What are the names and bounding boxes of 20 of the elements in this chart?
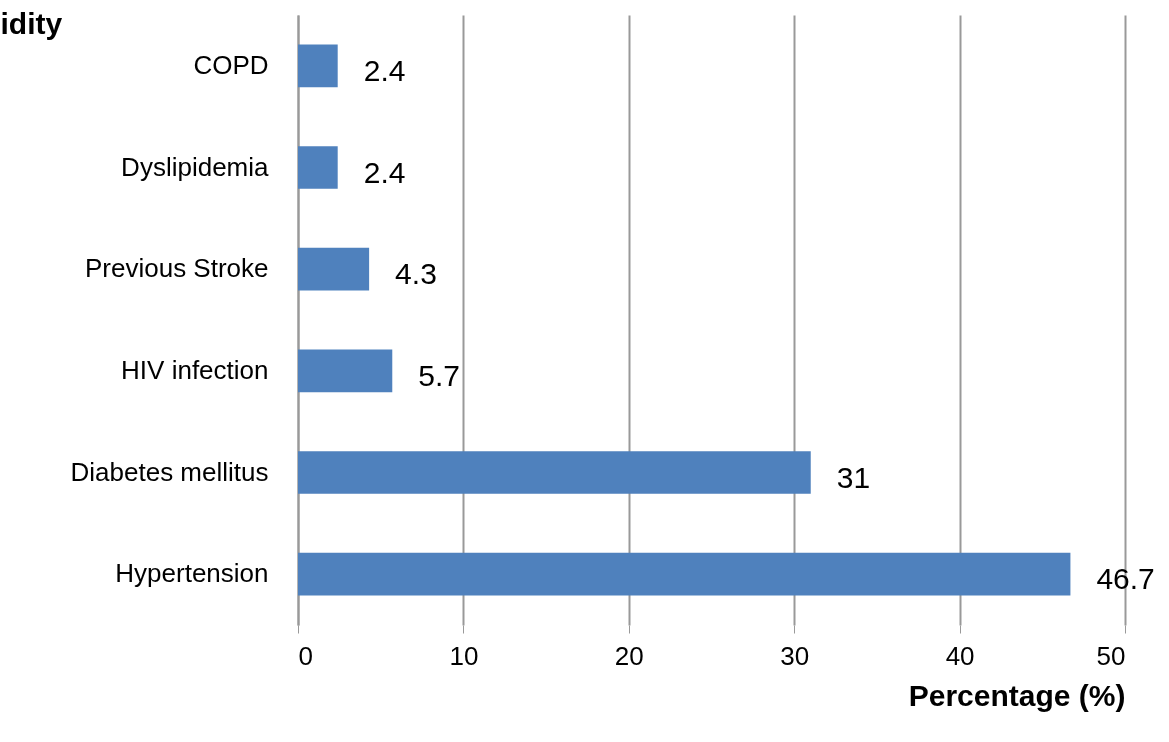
y-tick-label: Hypertension	[115, 558, 269, 589]
data-label: 5.7	[418, 358, 460, 392]
y-tick-label: HIV infection	[121, 354, 269, 385]
x-tick-label: 0	[298, 640, 313, 671]
data-label: 2.4	[363, 53, 406, 87]
y-axis-title: idity	[0, 6, 63, 40]
y-tick-label: COPD	[193, 49, 269, 80]
data-label: 31	[836, 460, 871, 494]
x-axis-title: Percentage (%)	[908, 678, 1126, 712]
x-tick-label: 20	[614, 640, 644, 671]
data-label: 46.7	[1096, 562, 1155, 596]
x-tick-label: 40	[945, 640, 975, 671]
data-label: 2.4	[363, 155, 406, 189]
y-tick-label: Dyslipidemia	[121, 151, 270, 182]
y-tick-label: Previous Stroke	[84, 253, 269, 284]
x-tick-label: 30	[780, 640, 810, 671]
x-tick-label: 50	[1096, 640, 1126, 671]
y-tick-label: Diabetes mellitus	[70, 456, 269, 487]
data-label: 4.3	[395, 257, 437, 291]
x-tick-label: 10	[449, 640, 479, 671]
